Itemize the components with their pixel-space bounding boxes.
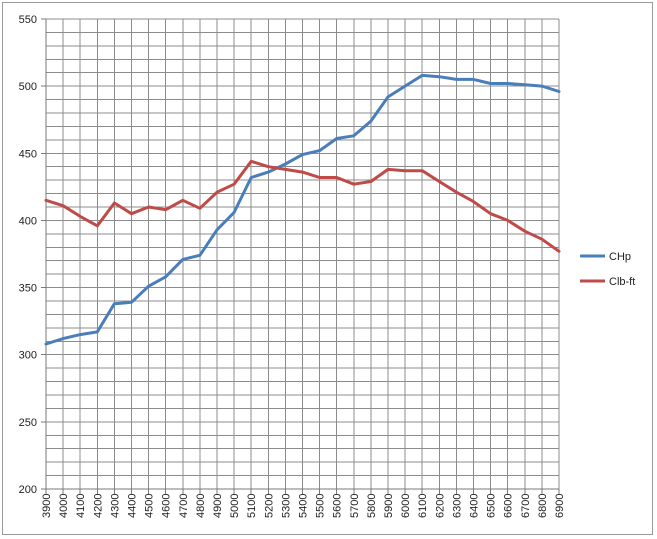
y-tick-label: 300 (19, 350, 37, 362)
y-tick-label: 250 (19, 417, 37, 429)
x-tick-label: 5300 (280, 494, 292, 518)
y-tick-label: 550 (19, 14, 37, 26)
y-tick-label: 450 (19, 148, 37, 160)
x-tick-label: 5700 (349, 494, 361, 518)
x-tick-label: 4000 (58, 494, 70, 518)
x-tick-label: 4300 (109, 494, 121, 518)
series-line-clb-ft (44, 159, 561, 253)
legend-label: Clb-ft (609, 276, 635, 288)
axes (41, 18, 560, 494)
x-tick-label: 6100 (417, 494, 429, 518)
x-tick-label: 6400 (469, 494, 481, 518)
x-tick-label: 5200 (263, 494, 275, 518)
x-tick-label: 6700 (520, 494, 532, 518)
y-tick-label: 400 (19, 215, 37, 227)
x-tick-label: 4200 (92, 494, 104, 518)
x-tick-label: 5900 (383, 494, 395, 518)
x-axis-tick-labels: 3900 4000 4100 4200 4300 4400 4500 4600 4700 4800… (41, 494, 566, 518)
series-lines (44, 73, 561, 346)
legend: CHp Clb-ft (580, 251, 635, 288)
x-tick-label: 6000 (400, 494, 412, 518)
x-tick-label: 6300 (451, 494, 463, 518)
x-tick-label: 4100 (75, 494, 87, 518)
y-axis-tick-labels: 200 250 300 350 400 450 500 550 (19, 14, 37, 496)
x-tick-label: 4900 (212, 494, 224, 518)
y-tick-label: 200 (19, 484, 37, 496)
y-tick-label: 350 (19, 283, 37, 295)
x-tick-label: 6500 (486, 494, 498, 518)
x-tick-label: 5400 (298, 494, 310, 518)
x-tick-label: 4700 (178, 494, 190, 518)
x-tick-label: 6200 (434, 494, 446, 518)
x-tick-label: 5600 (332, 494, 344, 518)
x-tick-label: 5100 (246, 494, 258, 518)
x-tick-label: 4500 (144, 494, 156, 518)
chart-frame (2, 2, 653, 535)
legend-label: CHp (609, 251, 631, 263)
y-tick-label: 500 (19, 81, 37, 93)
x-tick-label: 5800 (366, 494, 378, 518)
x-tick-label: 6600 (503, 494, 515, 518)
series-line-chp (44, 73, 561, 346)
x-tick-label: 5000 (229, 494, 241, 518)
x-tick-label: 3900 (41, 494, 53, 518)
x-tick-label: 4400 (127, 494, 139, 518)
x-tick-label: 6800 (537, 494, 549, 518)
x-tick-label: 4600 (161, 494, 173, 518)
grid-lines (45, 18, 560, 490)
x-tick-label: 6900 (554, 494, 566, 518)
x-tick-label: 4800 (195, 494, 207, 518)
x-tick-label: 5500 (315, 494, 327, 518)
